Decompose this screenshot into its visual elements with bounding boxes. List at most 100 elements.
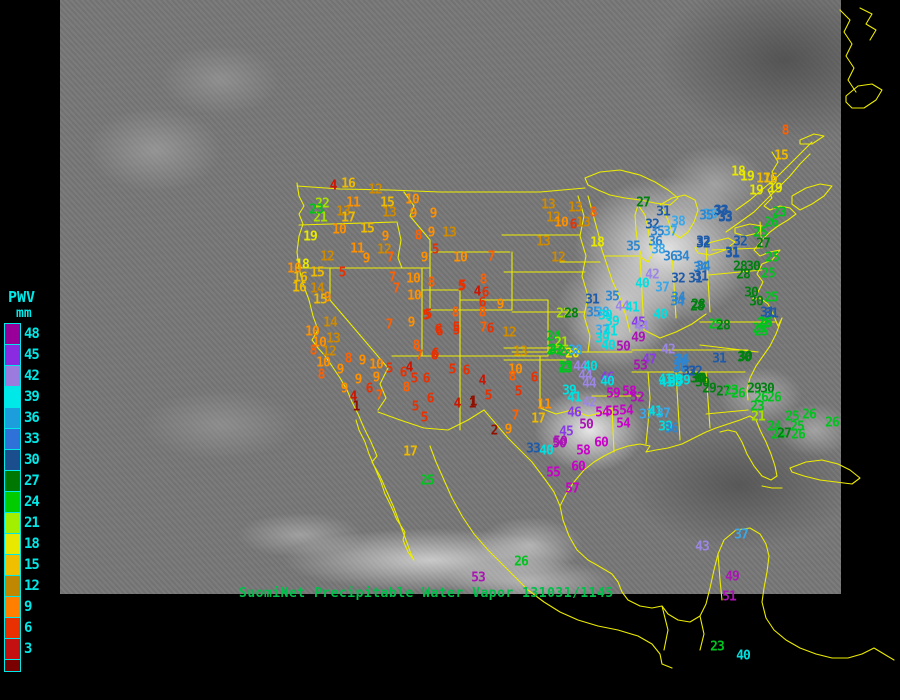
station-value: 28 [733,259,748,275]
legend-row: 24 [4,491,60,512]
legend-row: 39 [4,386,60,407]
station-value: 8 [508,369,517,385]
station-value: 6 [486,321,495,337]
station-value: 31 [694,269,709,285]
legend-tick-label: 39 [24,388,40,405]
station-value: 32 [733,234,748,250]
station-value: 12 [502,325,517,341]
legend-row: 42 [4,365,60,386]
station-value: 54 [616,416,631,432]
station-value: 9 [358,353,367,369]
station-value: 23 [724,383,739,399]
legend-row: 45 [4,344,60,365]
station-value: 7 [388,270,397,286]
legend-swatch [4,617,21,638]
station-value: 46 [600,370,615,386]
station-value: 21 [313,210,328,226]
caption: SuomiNet Precipitable Water Vapor 131031… [239,586,614,601]
station-value: 9 [427,225,436,241]
station-value: 26 [731,386,746,402]
station-value: 34 [670,294,685,310]
station-value: 26 [764,215,779,231]
legend-swatch [4,344,21,365]
legend-row: 21 [4,512,60,533]
station-value: 15 [310,265,325,281]
legend-unit: mm [16,306,32,321]
station-value: 39 [676,373,691,389]
station-value: 18 [295,257,310,273]
station-value: 4 [453,396,462,412]
station-value: 10 [407,288,422,304]
legend-swatch [4,407,21,428]
station-value: 49 [725,569,740,585]
station-value: 23 [558,361,573,377]
station-value: 4 [478,373,487,389]
station-value: 7 [511,408,520,424]
station-value: 10 [332,222,347,238]
station-value: 26 [757,316,772,332]
station-value: 47 [642,352,657,368]
station-value: 23 [750,399,765,415]
station-value: 31 [656,204,671,220]
station-value: 58 [576,443,591,459]
station-value: 53 [633,358,648,374]
station-value: 33 [713,204,728,220]
station-value: 54 [619,403,634,419]
station-value: 6 [462,363,471,379]
station-value: 39 [598,308,613,324]
legend-swatch [4,470,21,491]
station-value: 30 [737,350,752,366]
legend-row: 36 [4,407,60,428]
station-value: 32 [696,234,711,250]
station-value: 54 [595,405,610,421]
station-value: 16 [293,270,308,286]
station-value: 6 [435,324,444,340]
station-value: 10 [405,192,420,208]
station-value: 10 [305,324,320,340]
legend-tick-label: 3 [24,640,33,657]
station-value: 39 [668,375,683,391]
station-value: 28 [564,306,579,322]
state-borders-southeast [645,221,776,445]
station-value: 10 [287,261,302,277]
station-value: 8 [412,338,421,354]
border-mexico [377,409,561,507]
station-value: 5 [385,361,394,377]
station-value: 17 [403,444,418,460]
coastline-florida [715,415,778,481]
coastline-novascotia [791,133,833,211]
legend-row: 15 [4,554,60,575]
station-value: 30 [738,349,753,365]
station-value: 6 [399,365,408,381]
station-value: 10 [312,335,327,351]
station-value: 15 [380,195,395,211]
legend-tick-label: 48 [24,325,40,342]
station-value: 2 [490,423,499,439]
station-value: 8 [451,305,460,321]
legend-swatch [4,428,21,449]
station-value: 28 [690,299,705,315]
station-value: 8 [309,343,318,359]
station-value: 42 [582,395,597,411]
legend-row: 18 [4,533,60,554]
station-value: 37 [656,406,671,422]
station-value: 10 [508,362,523,378]
legend-swatch [4,575,21,596]
station-value: 7 [487,249,496,265]
station-value: 17 [341,210,356,226]
station-value: 30 [760,381,775,397]
station-value: 41 [648,404,663,420]
station-value: 10 [406,271,421,287]
station-value: 13 [326,331,341,347]
station-value: 9 [354,372,363,388]
satellite-image [60,0,841,594]
station-value: 23 [309,202,324,218]
station-value: 19 [740,169,755,185]
station-value: 36 [673,361,688,377]
station-value: 39 [595,331,610,347]
station-value: 6 [478,295,487,311]
station-value: 25 [785,409,800,425]
station-value: 31 [725,246,740,262]
station-value: 26 [754,390,769,406]
station-value: 14 [310,281,325,297]
